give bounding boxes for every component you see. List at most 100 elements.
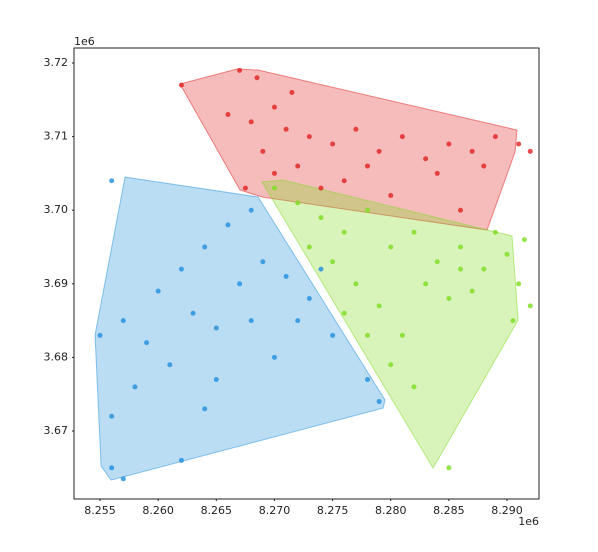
- point: [330, 332, 336, 338]
- point: [271, 354, 277, 360]
- point: [225, 222, 231, 228]
- hull: [179, 68, 518, 231]
- point: [423, 156, 429, 162]
- point: [109, 413, 115, 419]
- point: [271, 170, 277, 176]
- point: [271, 104, 277, 110]
- point: [109, 465, 115, 471]
- point: [411, 384, 417, 390]
- point: [295, 318, 301, 324]
- point: [399, 332, 405, 338]
- point: [190, 310, 196, 316]
- y-offset-label: 1e6: [74, 35, 95, 48]
- point: [481, 266, 487, 272]
- point: [144, 340, 150, 346]
- point: [388, 244, 394, 250]
- point: [492, 134, 498, 140]
- point: [411, 229, 417, 235]
- point: [178, 457, 184, 463]
- point: [225, 112, 231, 118]
- point: [283, 126, 289, 132]
- point: [353, 126, 359, 132]
- point: [364, 207, 370, 213]
- point: [97, 332, 103, 338]
- point: [167, 362, 173, 368]
- point: [481, 163, 487, 169]
- x-tick-label: 8.285: [433, 504, 465, 517]
- point: [260, 259, 266, 265]
- point: [254, 75, 260, 81]
- point: [178, 266, 184, 272]
- point: [446, 296, 452, 302]
- point: [376, 399, 382, 405]
- point: [202, 406, 208, 412]
- x-tick-label: 8.260: [142, 504, 174, 517]
- point: [388, 362, 394, 368]
- point: [330, 141, 336, 147]
- point: [469, 148, 475, 154]
- point: [376, 148, 382, 154]
- point: [516, 141, 522, 147]
- point: [492, 229, 498, 235]
- point: [446, 465, 452, 471]
- point: [213, 376, 219, 382]
- point: [289, 89, 295, 95]
- point: [458, 266, 464, 272]
- x-tick-label: 8.275: [317, 504, 349, 517]
- point: [423, 281, 429, 287]
- point: [376, 303, 382, 309]
- point: [237, 281, 243, 287]
- point: [318, 215, 324, 221]
- point: [132, 384, 138, 390]
- point: [295, 163, 301, 169]
- point: [341, 310, 347, 316]
- x-tick-label: 8.255: [84, 504, 116, 517]
- plot-frame: [73, 47, 540, 500]
- y-tick-label: 3.70: [44, 203, 69, 216]
- point: [306, 244, 312, 250]
- x-tick-label: 8.280: [375, 504, 407, 517]
- hull: [261, 179, 519, 470]
- point: [271, 185, 277, 191]
- point: [248, 207, 254, 213]
- y-tick-label: 3.72: [44, 56, 69, 69]
- point: [120, 476, 126, 482]
- point: [341, 229, 347, 235]
- x-tick-label: 8.265: [201, 504, 233, 517]
- x-offset-label: 1e6: [518, 515, 539, 528]
- point: [434, 170, 440, 176]
- x-tick-label: 8.270: [259, 504, 291, 517]
- point: [242, 185, 248, 191]
- y-tick-label: 3.71: [44, 130, 69, 143]
- point: [295, 200, 301, 206]
- point: [237, 67, 243, 73]
- point: [516, 281, 522, 287]
- point: [306, 296, 312, 302]
- point: [283, 273, 289, 279]
- point: [341, 178, 347, 184]
- y-tick-label: 3.69: [44, 277, 69, 290]
- point: [388, 192, 394, 198]
- point: [318, 185, 324, 191]
- point: [527, 148, 533, 154]
- point: [306, 134, 312, 140]
- point: [527, 303, 533, 309]
- y-tick-label: 3.68: [44, 350, 69, 363]
- point: [260, 148, 266, 154]
- point: [364, 332, 370, 338]
- point: [364, 163, 370, 169]
- point: [469, 288, 475, 294]
- point: [364, 376, 370, 382]
- point: [510, 318, 516, 324]
- point: [434, 259, 440, 265]
- point: [446, 141, 452, 147]
- point: [120, 318, 126, 324]
- point: [202, 244, 208, 250]
- point: [521, 237, 527, 243]
- point: [155, 288, 161, 294]
- x-tick-label: 8.290: [491, 504, 523, 517]
- point: [458, 207, 464, 213]
- point: [318, 266, 324, 272]
- point: [248, 318, 254, 324]
